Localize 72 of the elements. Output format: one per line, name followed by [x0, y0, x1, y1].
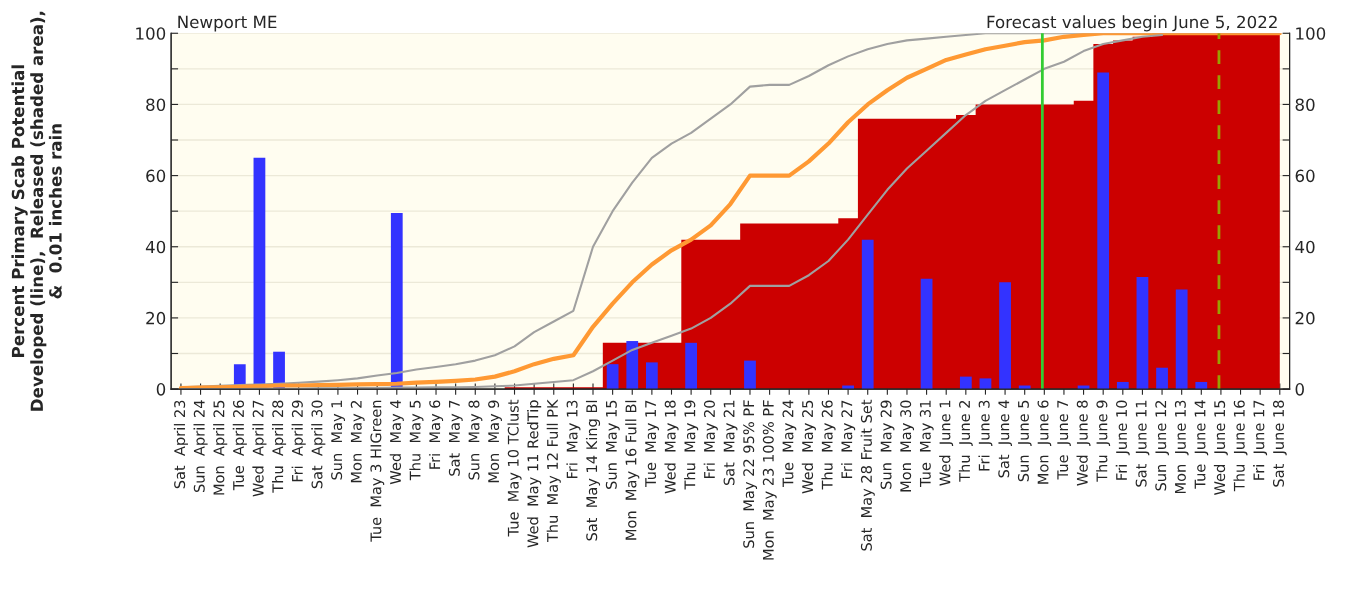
y-tick-label: 0: [156, 383, 166, 396]
x-tick-label: Wed June 8: [1076, 400, 1091, 486]
x-tick-label: Wed May 11 RedTip: [527, 400, 542, 548]
x-tick-label: Sat April 23: [173, 400, 188, 489]
x-tick-label: Sat May 7: [448, 400, 463, 476]
y2-tick-label: 40: [1295, 240, 1315, 254]
y-tick-label: 40: [145, 240, 166, 254]
x-tick-label: Thu June 9: [1096, 400, 1111, 482]
x-tick-label: Thu June 16: [1233, 400, 1248, 492]
x-tick-label: Thu May 5: [409, 400, 424, 481]
x-tick-label: Fri May 27: [841, 400, 856, 479]
x-tick-label: Mon June 13: [1174, 400, 1189, 494]
y2-tick-label: 60: [1295, 169, 1315, 183]
x-tick-label: Thu May 26: [821, 400, 836, 490]
x-tick-label: Fri June 17: [1253, 400, 1268, 480]
x-tick-label: Sun April 24: [193, 400, 208, 493]
x-tick-label: Tue May 17: [645, 400, 659, 488]
x-tick-label: Wed May 25: [801, 400, 816, 494]
x-tick-label: Sun June 5: [1017, 400, 1032, 482]
x-tick-label: Tue June 7: [1057, 400, 1071, 480]
x-tick-label: Mon June 6: [1037, 400, 1052, 484]
x-tick-label: Mon May 30: [900, 400, 915, 492]
y-axis-title: Percent Primary Scab Potential Developed (line), Released (shaded area), & 0.01 inches rain: [11, 11, 62, 411]
x-tick-label: Mon May 23 100% PF: [762, 400, 777, 560]
x-tick-label: Mon May 16 Full Bl: [625, 400, 640, 540]
x-tick-label: Sat April 30: [311, 400, 326, 489]
x-tick-label: Mon May 2: [350, 400, 365, 483]
x-tick-label: Sun May 8: [468, 400, 483, 480]
x-tick-label: Mon April 25: [213, 400, 228, 495]
x-tick-label: Fri April 29: [291, 400, 306, 482]
x-tick-label: Tue June 14: [1194, 400, 1209, 489]
x-tick-label: Sun May 1: [331, 400, 345, 480]
x-tick-label: Fri May 6: [428, 400, 444, 469]
y-tick-label: 80: [146, 98, 166, 111]
x-tick-label: Fri May 13: [566, 400, 581, 479]
x-tick-label: Sat June 11: [1135, 400, 1150, 487]
x-tick-label: Tue April 26: [232, 400, 247, 491]
x-tick-label: Tue May 3 HIGreen: [370, 400, 385, 542]
y-tick-label: 20: [146, 311, 166, 325]
x-tick-label: Wed June 1: [939, 400, 954, 486]
text: Forecast values begin June 5, 2022: [987, 15, 1277, 32]
y2-tick-label: 100: [1296, 27, 1326, 40]
x-tick-label: Fri June 10: [1115, 400, 1130, 480]
x-tick-label: Mon May 9: [488, 400, 502, 483]
x-tick-label: Wed April 27: [252, 400, 267, 497]
y2-tick-label: 0: [1295, 383, 1304, 396]
y-tick-label: 60: [146, 169, 166, 183]
x-tick-label: Sun May 29: [880, 400, 895, 489]
x-tick-label: Sun May 15: [605, 400, 620, 489]
x-tick-label: Sat May 21: [723, 400, 738, 486]
y2-tick-label: 20: [1295, 311, 1315, 325]
text: Newport ME: [178, 15, 277, 32]
x-tick-label: Tue May 10 TClust: [507, 399, 522, 537]
y2-tick-label: 80: [1295, 98, 1315, 111]
x-tick-label: Thu May 19: [684, 400, 699, 490]
x-tick-label: Fri May 20: [703, 400, 718, 479]
x-tick-label: Sun June 12: [1155, 400, 1169, 491]
x-tick-label: Sun May 22 95% PF: [743, 400, 758, 548]
x-tick-label: Thu June 2: [958, 400, 973, 482]
x-tick-label: Thu May 12 Full PK: [546, 399, 561, 543]
x-tick-label: Thu April 28: [271, 400, 287, 493]
x-tick-label: Fri June 3: [978, 400, 993, 471]
x-tick-label: Sat May 14 King Bl: [585, 400, 601, 541]
x-tick-label: Wed June 15: [1213, 400, 1228, 496]
x-tick-label: Sat June 18: [1272, 400, 1287, 487]
x-tick-label: Sat May 28 Fruit Set: [860, 399, 875, 551]
y-tick-label: 100: [136, 27, 166, 40]
x-tick-label: Tue May 31: [919, 400, 934, 488]
x-tick-label: Wed May 18: [664, 400, 679, 494]
x-tick-label: Wed May 4: [389, 400, 404, 485]
x-tick-label: Tue May 24: [782, 400, 797, 488]
x-tick-label: Sat June 4: [998, 400, 1013, 478]
